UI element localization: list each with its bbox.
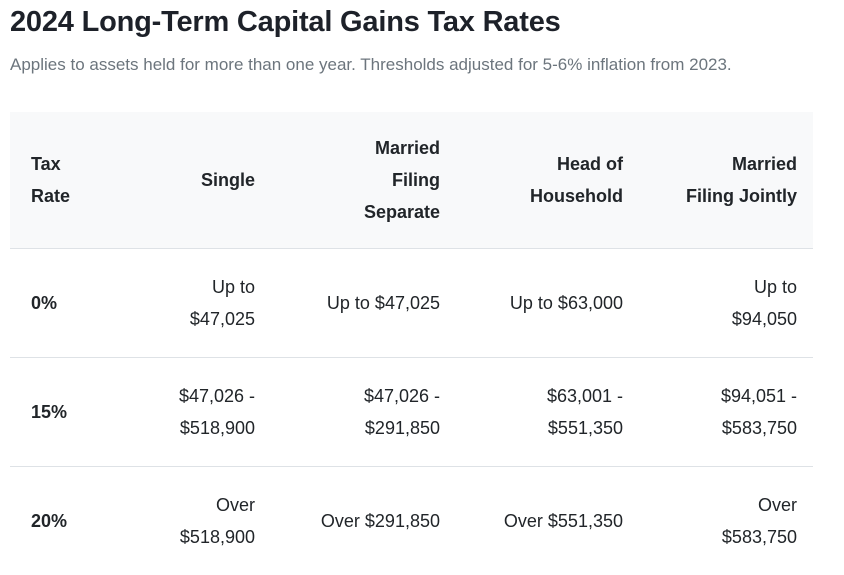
table-row-20-percent: 20% Over $518,900 Over $291,850 Over $55…	[10, 466, 813, 575]
cell-single: $47,026 - $518,900	[88, 357, 271, 467]
cell-head-of-household: $63,001 - $551,350	[456, 357, 639, 467]
cell-single: Up to $47,025	[88, 248, 271, 358]
table-row-0-percent: 0% Up to $47,025 Up to $47,025 Up to $63…	[10, 248, 813, 358]
cell-tax-rate: 20%	[10, 466, 88, 575]
cell-head-of-household: Up to $63,000	[456, 248, 639, 358]
table-header-row: Tax Rate Single Married Filing Separate …	[10, 112, 813, 249]
column-header-married-filing-jointly: Married Filing Jointly	[639, 112, 813, 249]
cell-married-filing-separate: Over $291,850	[271, 466, 456, 575]
column-header-head-of-household: Head of Household	[456, 112, 639, 249]
cell-tax-rate: 0%	[10, 248, 88, 358]
page-subtitle: Applies to assets held for more than one…	[10, 55, 732, 74]
cell-married-filing-jointly: $94,051 - $583,750	[639, 357, 813, 467]
table-row-15-percent: 15% $47,026 - $518,900 $47,026 - $291,85…	[10, 357, 813, 467]
column-header-tax-rate: Tax Rate	[10, 112, 88, 249]
cell-married-filing-jointly: Up to $94,050	[639, 248, 813, 358]
tax-rates-table: Tax Rate Single Married Filing Separate …	[10, 112, 813, 575]
cell-tax-rate: 15%	[10, 357, 88, 467]
cell-married-filing-separate: Up to $47,025	[271, 248, 456, 358]
cell-married-filing-jointly: Over $583,750	[639, 466, 813, 575]
cell-single: Over $518,900	[88, 466, 271, 575]
column-header-married-filing-separate: Married Filing Separate	[271, 112, 456, 249]
column-header-single: Single	[88, 112, 271, 249]
page-title: 2024 Long-Term Capital Gains Tax Rates	[10, 6, 561, 38]
cell-married-filing-separate: $47,026 - $291,850	[271, 357, 456, 467]
cell-head-of-household: Over $551,350	[456, 466, 639, 575]
